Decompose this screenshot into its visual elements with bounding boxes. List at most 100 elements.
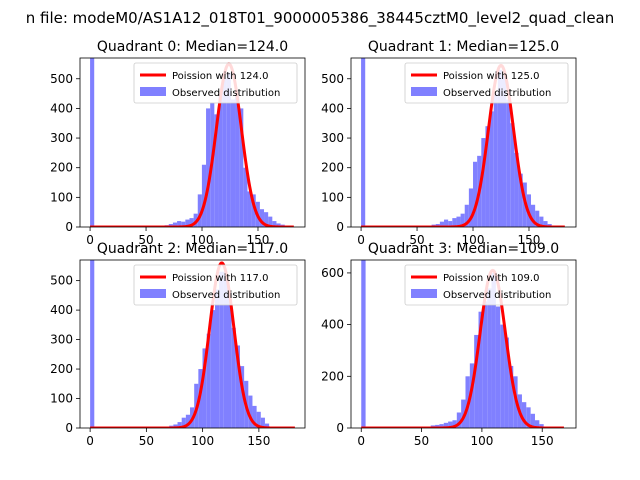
histogram-bar xyxy=(239,108,244,227)
x-tick-label: 0 xyxy=(357,434,365,448)
histogram-bar xyxy=(215,289,220,428)
y-tick-label: 500 xyxy=(50,72,73,86)
y-tick-label: 100 xyxy=(50,392,73,406)
histogram-bar xyxy=(473,161,478,227)
legend-entry-poisson: Poission with 109.0 xyxy=(443,273,539,284)
histogram-bar xyxy=(487,288,492,428)
legend-entry-observed: Observed distribution xyxy=(172,290,280,301)
poisson-curve xyxy=(360,63,566,227)
x-tick-label: 150 xyxy=(518,233,541,247)
histogram-bar xyxy=(460,213,465,227)
y-tick-label: 400 xyxy=(321,318,344,332)
histogram-bar xyxy=(361,58,366,227)
histogram-bar xyxy=(444,219,449,227)
x-tick-label: 150 xyxy=(247,434,270,448)
x-tick-label: 150 xyxy=(247,233,270,247)
histogram-bar xyxy=(482,301,488,428)
histogram-bar xyxy=(173,424,178,428)
legend-bar-swatch xyxy=(411,289,437,298)
x-tick-label: 100 xyxy=(470,434,493,448)
histogram-bar xyxy=(239,366,245,428)
histogram-bar xyxy=(531,204,536,227)
histogram-bar xyxy=(218,93,223,227)
histogram-bar xyxy=(227,292,232,428)
subplot-quadrant-3: 0 50 100 150 0 200 400 600 Quadrant 3: Median=10… xyxy=(321,241,577,448)
histogram-bar xyxy=(489,111,494,227)
histogram-bar xyxy=(264,212,269,227)
axes-frame xyxy=(350,57,577,228)
histogram-bar xyxy=(514,152,519,227)
histogram-bar xyxy=(469,363,475,428)
x-tick-label: 0 xyxy=(86,434,94,448)
histogram-bar xyxy=(439,424,444,428)
histogram-bar xyxy=(197,194,202,227)
histogram-bar xyxy=(235,96,240,227)
histogram-bar xyxy=(474,334,479,428)
histogram-bar xyxy=(90,260,95,428)
legend-bar-swatch xyxy=(140,87,166,96)
histogram-bar xyxy=(539,424,544,428)
histogram-bar xyxy=(276,223,281,227)
histogram-bar xyxy=(231,327,236,428)
histogram-bar xyxy=(526,407,531,428)
x-tick-label: 50 xyxy=(138,233,153,247)
legend-box xyxy=(404,264,569,306)
histogram-bar xyxy=(210,310,215,428)
histogram-bar xyxy=(478,311,483,428)
histogram-bar xyxy=(185,219,190,227)
legend: Poission with 125.0 Observed distribution xyxy=(404,62,569,104)
y-tick-label: 200 xyxy=(321,161,344,175)
x-tick-label: 0 xyxy=(357,233,365,247)
histogram-bar xyxy=(181,417,186,428)
y-tick-label: 200 xyxy=(321,369,344,383)
subplot-title: Quadrant 0: Median=124.0 xyxy=(97,39,288,55)
histogram-bar xyxy=(521,402,527,428)
y-tick-label: 300 xyxy=(50,131,73,145)
histogram-bar xyxy=(534,420,540,428)
x-tick-label: 100 xyxy=(191,434,214,448)
plot-area xyxy=(360,58,566,227)
x-tick-label: 50 xyxy=(139,434,154,448)
histogram-bar xyxy=(500,324,505,428)
legend: Poission with 109.0 Observed distribution xyxy=(404,264,569,306)
axes-frame xyxy=(350,259,577,429)
histogram-bar xyxy=(485,126,490,227)
x-tick-label: 100 xyxy=(462,233,485,247)
legend: Poission with 124.0 Observed distribution xyxy=(133,62,298,104)
histogram-bar xyxy=(452,420,457,428)
y-tick-label: 400 xyxy=(50,303,73,317)
legend: Poission with 117.0 Observed distribution xyxy=(133,264,298,306)
subplot-quadrant-1: 0 50 100 150 0 100 200 300 400 500 Quadrant 1: Med… xyxy=(321,39,577,247)
y-tick-label: 500 xyxy=(50,274,73,288)
y-tick-label: 400 xyxy=(321,101,344,115)
subplot-title: Quadrant 2: Median=117.0 xyxy=(97,241,288,257)
subplot-title: Quadrant 1: Median=125.0 xyxy=(368,39,559,55)
axes-frame xyxy=(79,259,306,429)
histogram-bar xyxy=(518,173,523,227)
histogram-bar xyxy=(90,58,95,227)
histogram-bar xyxy=(268,216,273,227)
figure-suptitle: n file: modeM0/AS1A12_018T01_9000005386_… xyxy=(26,9,615,28)
legend-entry-poisson: Poission with 117.0 xyxy=(172,273,268,284)
plot-area xyxy=(89,260,296,428)
histogram-bar xyxy=(448,421,453,428)
histogram-bar xyxy=(206,333,211,428)
y-tick-label: 0 xyxy=(65,421,73,435)
y-tick-label: 100 xyxy=(321,190,344,204)
axes-frame xyxy=(79,57,306,228)
histogram-bar xyxy=(181,221,186,227)
histogram-bar xyxy=(243,167,248,227)
y-tick-label: 0 xyxy=(336,421,344,435)
histogram-bar xyxy=(535,210,540,227)
legend-box xyxy=(404,62,569,104)
subplot-quadrant-2: 0 50 100 150 0 100 200 300 400 500 Quadrant 2: Med… xyxy=(50,241,306,448)
histogram-bar xyxy=(259,209,265,227)
histogram-bar xyxy=(206,108,211,227)
legend-box xyxy=(133,62,298,104)
histogram-bar xyxy=(177,422,182,428)
poisson-curve xyxy=(89,62,295,227)
histogram-bar xyxy=(251,194,256,227)
histogram-bar xyxy=(543,221,548,227)
histogram-bar xyxy=(247,191,252,227)
